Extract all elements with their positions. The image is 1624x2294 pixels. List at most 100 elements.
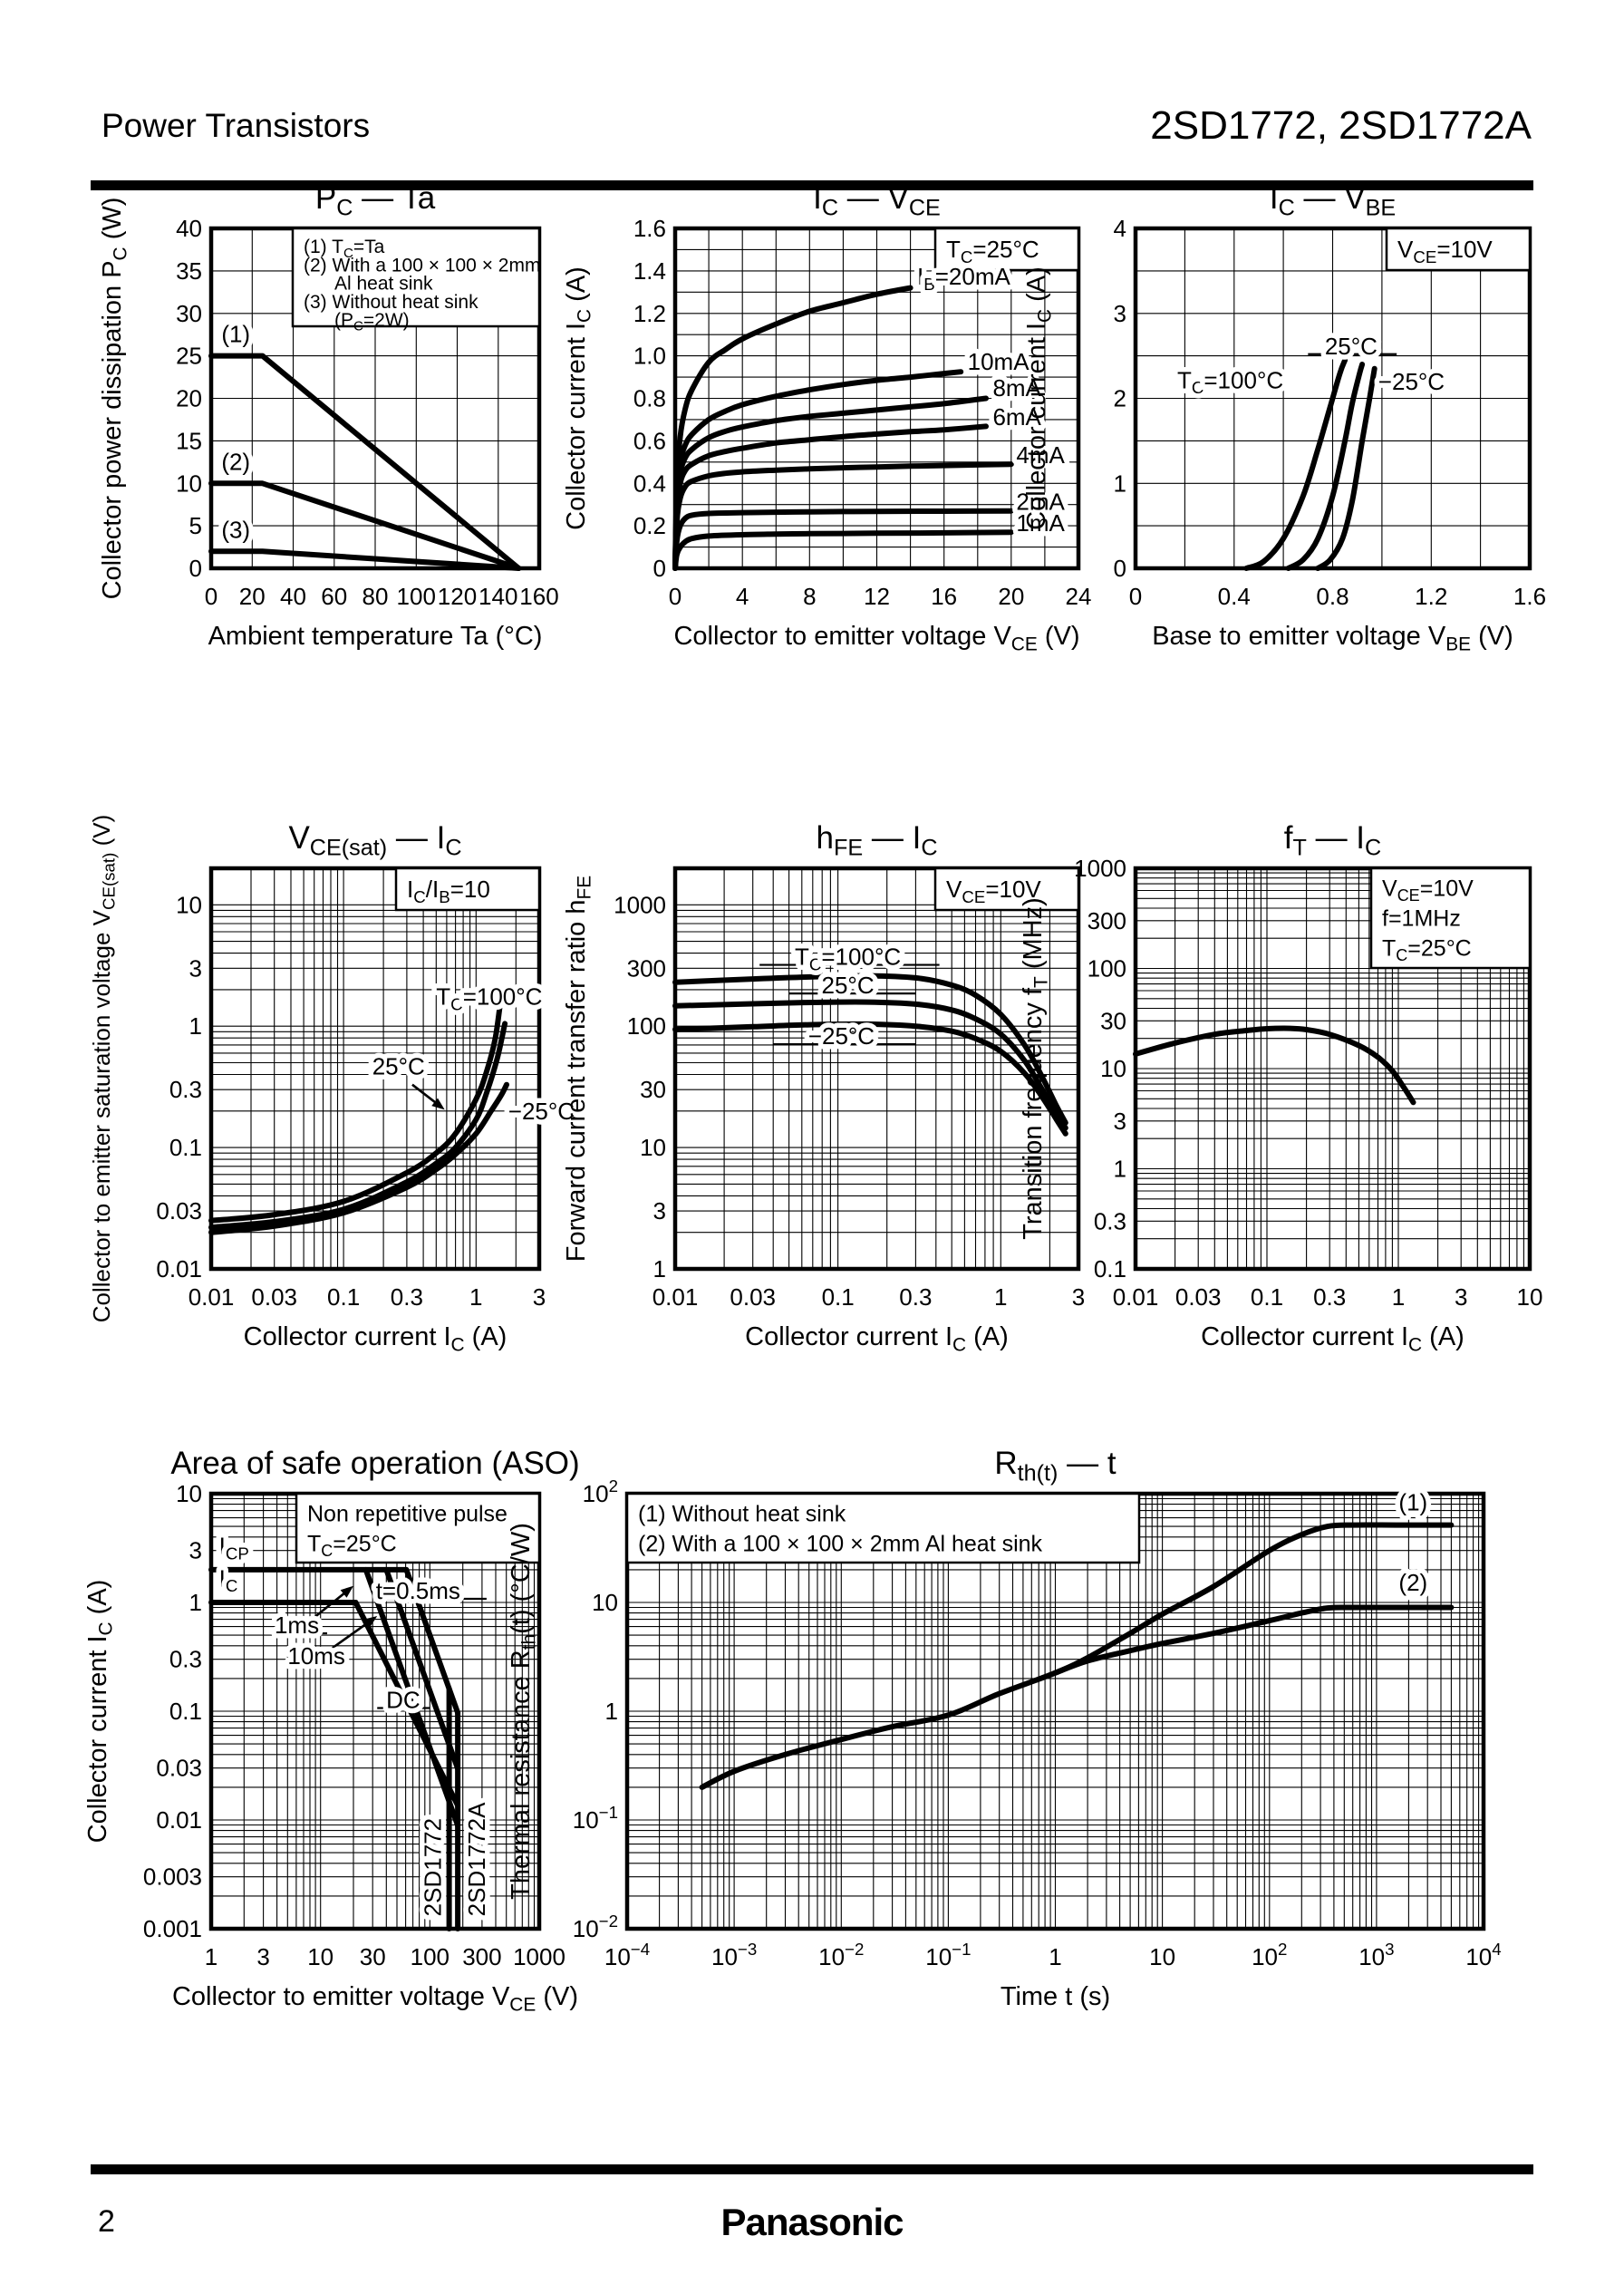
svg-text:25: 25: [176, 343, 202, 370]
svg-text:0.3: 0.3: [169, 1646, 202, 1673]
svg-text:0.1: 0.1: [1251, 1283, 1283, 1311]
svg-text:1: 1: [1049, 1943, 1061, 1970]
series-tc-minus-25c: [672, 1021, 1068, 1137]
annotation-box: [291, 227, 541, 328]
svg-text:Collector current IC (A): Collector current IC (A): [562, 266, 594, 530]
svg-text:Collector to emitter voltage: Collector to emitter voltage VCE (V): [172, 1982, 578, 2015]
chart-hfe-ic: VCE=10V TC=100°C25°C −25°C 0.01 0.03 0.1 0.3 1 3…: [562, 820, 1085, 1355]
svg-text:80: 80: [362, 583, 389, 610]
svg-text:24: 24: [1066, 583, 1092, 610]
doc-part-numbers: 2SD1772, 2SD1772A: [1150, 103, 1532, 148]
svg-text:60: 60: [321, 583, 347, 610]
svg-text:15: 15: [176, 427, 202, 454]
svg-text:Transition frequency fT (M: Transition frequency fT (MHz): [1019, 897, 1051, 1240]
svg-text:Ambient temperature Ta (°C: Ambient temperature Ta (°C): [208, 622, 543, 651]
svg-text:2: 2: [1114, 385, 1126, 412]
svg-text:−25°C: −25°C: [508, 1098, 575, 1125]
svg-text:102: 102: [1252, 1940, 1287, 1970]
svg-text:PC — Ta: PC — Ta: [315, 180, 436, 221]
series-curve-1-tc-eq-ta: [208, 353, 522, 571]
svg-text:8mA: 8mA: [992, 374, 1041, 402]
annotation-box: [1385, 227, 1532, 272]
svg-text:3: 3: [189, 1537, 202, 1564]
annotation-box: [933, 866, 1080, 912]
svg-text:(2) With a 100 × 100 × 2mm: (2) With a 100 × 100 × 2mm: [304, 255, 540, 276]
svg-text:1: 1: [1114, 1156, 1126, 1183]
svg-text:10−1: 10−1: [925, 1940, 971, 1970]
svg-text:300: 300: [462, 1943, 501, 1970]
annotation-box: [1369, 866, 1532, 970]
doc-category: Power Transistors: [102, 107, 371, 144]
svg-text:TC=25°C: TC=25°C: [1382, 936, 1472, 965]
svg-text:0.003: 0.003: [143, 1863, 202, 1891]
series-tc-100c: [1243, 357, 1348, 571]
svg-text:100: 100: [627, 1012, 666, 1040]
svg-text:(PC=2W): (PC=2W): [334, 310, 410, 334]
svg-text:140: 140: [478, 583, 517, 610]
series-tc-100c: [208, 992, 505, 1224]
svg-text:10: 10: [1517, 1283, 1543, 1311]
svg-text:10ms: 10ms: [287, 1642, 345, 1670]
annotation-box: [295, 1492, 541, 1564]
annotation-box: [933, 227, 1080, 272]
svg-text:1: 1: [1114, 469, 1126, 497]
svg-text:0: 0: [1129, 583, 1142, 610]
svg-text:DC: DC: [386, 1686, 420, 1713]
svg-text:3: 3: [533, 1283, 546, 1311]
svg-text:30: 30: [1100, 1007, 1126, 1034]
svg-text:0: 0: [653, 555, 666, 582]
svg-text:0.03: 0.03: [1175, 1283, 1222, 1311]
svg-text:10: 10: [640, 1134, 666, 1161]
svg-text:30: 30: [176, 300, 202, 327]
svg-text:0.01: 0.01: [156, 1806, 202, 1834]
svg-text:10−3: 10−3: [711, 1940, 757, 1970]
svg-text:10: 10: [1100, 1055, 1126, 1082]
series-tc-25c: [208, 1021, 508, 1231]
series-tc-minus-25c: [208, 1081, 509, 1235]
svg-text:10−2: 10−2: [573, 1912, 618, 1942]
page-number: 2: [98, 2204, 115, 2239]
svg-text:3: 3: [1072, 1283, 1085, 1311]
svg-text:(1) Without heat sink: (1) Without heat sink: [638, 1502, 846, 1527]
svg-text:TC=100°C: TC=100°C: [795, 944, 901, 974]
svg-text:IC/IB=10: IC/IB=10: [407, 876, 490, 906]
svg-text:0.01: 0.01: [188, 1283, 235, 1311]
svg-text:1: 1: [1392, 1283, 1405, 1311]
svg-text:Collector to emitter saturatio: Collector to emitter saturation voltage …: [88, 815, 119, 1323]
svg-text:(2) With a 100 × 100 × 2mm Al: (2) With a 100 × 100 × 2mm Al heat sink: [638, 1532, 1043, 1557]
svg-text:10: 10: [592, 1589, 618, 1616]
chart-ic-vbe: VCE=10V TC=100°C 25°C−25°C 0 0.4 0.8 1.2 1.6 0 1 2…: [1022, 180, 1546, 654]
svg-text:100: 100: [397, 583, 436, 610]
svg-text:0.6: 0.6: [633, 427, 666, 454]
svg-text:Thermal resistance Rth(t): Thermal resistance Rth(t) (°C/W): [507, 1523, 539, 1900]
svg-text:3: 3: [1114, 1108, 1126, 1135]
svg-text:0.8: 0.8: [633, 385, 666, 412]
svg-text:VCE(sat) — IC: VCE(sat) — IC: [288, 820, 461, 861]
svg-text:103: 103: [1358, 1940, 1394, 1970]
series-tc-25c: [672, 999, 1068, 1131]
svg-text:IB=20mA: IB=20mA: [917, 263, 1010, 294]
svg-text:8: 8: [803, 583, 816, 610]
series-icp-and-0p5ms: [208, 1566, 461, 1716]
svg-text:1: 1: [605, 1698, 618, 1725]
chart-vcesat-ic: IC/IB=10 TC=100°C 25°C −25°C 0.01 0.03 0.1 0.3 1…: [88, 815, 580, 1356]
svg-text:1: 1: [469, 1283, 482, 1311]
svg-text:0.1: 0.1: [169, 1134, 202, 1161]
svg-text:104: 104: [1465, 1940, 1501, 1970]
svg-text:1000: 1000: [513, 1943, 566, 1970]
series-tc-100c: [672, 973, 1068, 1126]
svg-text:0.3: 0.3: [899, 1283, 932, 1311]
svg-text:0.001: 0.001: [143, 1915, 202, 1942]
svg-text:6mA: 6mA: [992, 403, 1041, 431]
svg-text:16: 16: [931, 583, 957, 610]
svg-text:1000: 1000: [1074, 855, 1126, 882]
svg-text:1ms: 1ms: [275, 1612, 319, 1639]
svg-text:(2): (2): [1398, 1569, 1427, 1596]
svg-text:300: 300: [1088, 907, 1126, 934]
svg-text:VCE=10V: VCE=10V: [946, 876, 1041, 906]
svg-text:0.4: 0.4: [1218, 583, 1251, 610]
svg-text:1: 1: [994, 1283, 1007, 1311]
svg-text:(2): (2): [221, 448, 250, 475]
